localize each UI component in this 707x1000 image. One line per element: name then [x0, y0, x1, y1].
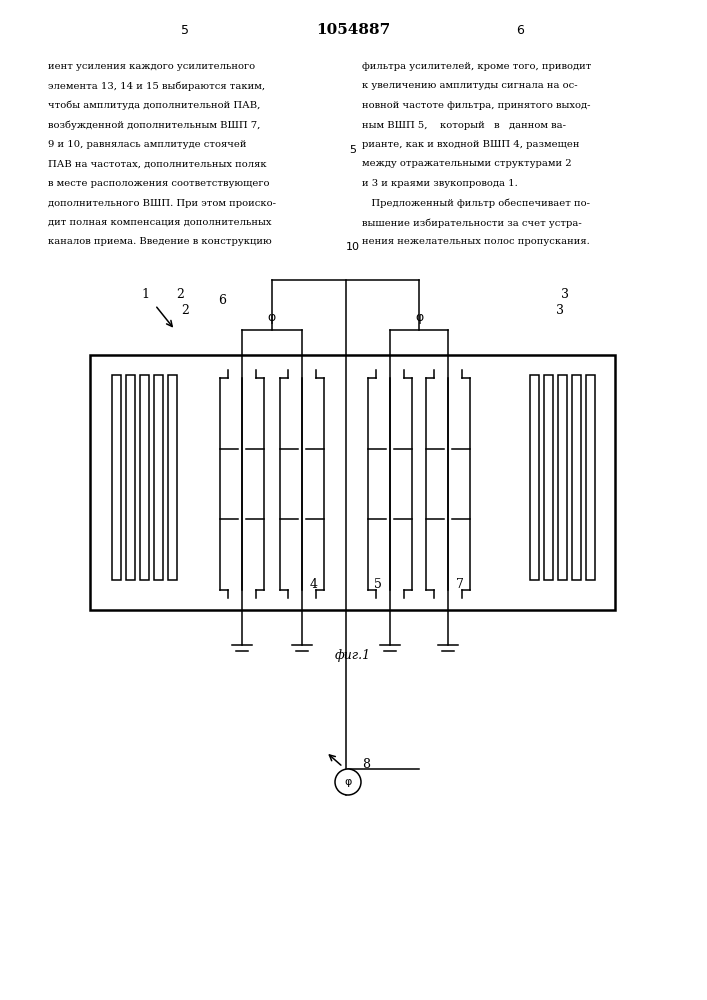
Bar	[572, 375, 581, 580]
Bar	[558, 375, 567, 580]
Bar	[154, 375, 163, 580]
Bar	[140, 375, 149, 580]
Text: 9 и 10, равнялась амплитуде стоячей: 9 и 10, равнялась амплитуде стоячей	[48, 140, 247, 149]
Text: новной частоте фильтра, принятого выход-: новной частоте фильтра, принятого выход-	[362, 101, 590, 110]
Text: φ: φ	[415, 310, 423, 324]
Bar	[126, 375, 135, 580]
Text: 10: 10	[346, 242, 360, 252]
Text: 1054887: 1054887	[316, 23, 390, 37]
Text: фильтра усилителей, кроме того, приводит: фильтра усилителей, кроме того, приводит	[362, 62, 591, 71]
Text: ным ВШП 5,    который   в   данном ва-: ным ВШП 5, который в данном ва-	[362, 120, 566, 129]
Circle shape	[335, 769, 361, 795]
Text: к увеличению амплитуды сигнала на ос-: к увеличению амплитуды сигнала на ос-	[362, 82, 578, 91]
Text: 6: 6	[516, 23, 524, 36]
Text: 2: 2	[181, 304, 189, 316]
Bar	[168, 375, 177, 580]
Text: вышение избирательности за счет устра-: вышение избирательности за счет устра-	[362, 218, 582, 228]
Text: 6: 6	[218, 294, 226, 306]
Text: ПАВ на частотах, дополнительных поляк: ПАВ на частотах, дополнительных поляк	[48, 159, 267, 168]
Text: дит полная компенсация дополнительных: дит полная компенсация дополнительных	[48, 218, 271, 227]
Text: 3: 3	[561, 288, 569, 302]
Text: чтобы амплитуда дополнительной ПАВ,: чтобы амплитуда дополнительной ПАВ,	[48, 101, 260, 110]
Bar	[112, 375, 121, 580]
Text: 7: 7	[456, 578, 464, 591]
Text: в месте расположения соответствующего: в месте расположения соответствующего	[48, 179, 269, 188]
Text: 5: 5	[349, 145, 356, 155]
Text: элемента 13, 14 и 15 выбираются таким,: элемента 13, 14 и 15 выбираются таким,	[48, 82, 265, 91]
Bar	[90, 355, 615, 610]
Bar	[544, 375, 553, 580]
Text: дополнительного ВШП. При этом происко-: дополнительного ВШП. При этом происко-	[48, 198, 276, 208]
Bar	[530, 375, 539, 580]
Text: 5: 5	[374, 578, 382, 591]
Text: и 3 и краями звукопровода 1.: и 3 и краями звукопровода 1.	[362, 179, 518, 188]
Text: 2: 2	[176, 288, 184, 302]
Text: 1: 1	[141, 288, 149, 302]
Text: возбужденной дополнительным ВШП 7,: возбужденной дополнительным ВШП 7,	[48, 120, 260, 130]
Text: φ: φ	[344, 777, 351, 787]
Text: каналов приема. Введение в конструкцию: каналов приема. Введение в конструкцию	[48, 237, 271, 246]
Bar	[586, 375, 595, 580]
Text: 5: 5	[181, 23, 189, 36]
Text: нения нежелательных полос пропускания.: нения нежелательных полос пропускания.	[362, 237, 590, 246]
Text: 4: 4	[310, 578, 318, 591]
Text: фиг.1: фиг.1	[335, 648, 371, 662]
Text: φ: φ	[268, 310, 276, 324]
Text: Предложенный фильтр обеспечивает по-: Предложенный фильтр обеспечивает по-	[362, 198, 590, 208]
Text: рианте, как и входной ВШП 4, размещен: рианте, как и входной ВШП 4, размещен	[362, 140, 580, 149]
Text: между отражательными структурами 2: между отражательными структурами 2	[362, 159, 572, 168]
Text: 8: 8	[362, 758, 370, 770]
Text: 3: 3	[556, 304, 564, 316]
Text: иент усиления каждого усилительного: иент усиления каждого усилительного	[48, 62, 255, 71]
